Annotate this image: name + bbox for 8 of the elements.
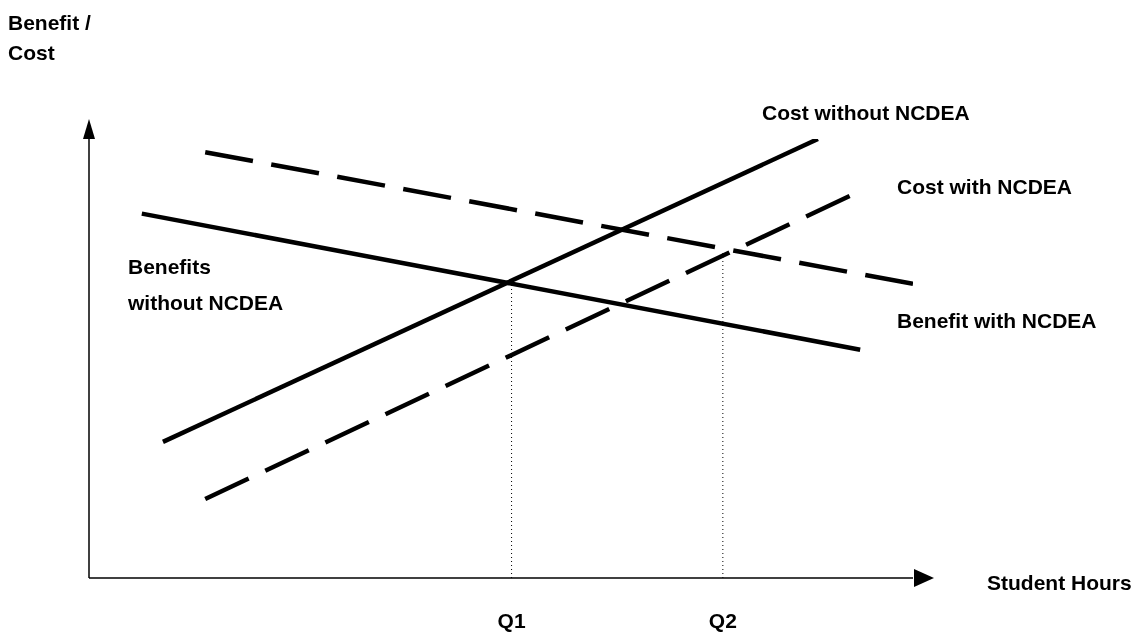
series-label: Benefit with NCDEA: [897, 309, 1097, 332]
series-label: Cost without NCDEA: [762, 101, 970, 124]
y-axis-title: Benefit / Cost: [8, 11, 92, 64]
series-label: Benefits without NCDEA: [127, 255, 284, 314]
text: Cost with NCDEA: [897, 175, 1072, 198]
x-axis-title: Student Hours: [987, 571, 1132, 594]
x-tick-label: Q1: [497, 609, 526, 632]
x-tick-label: Q2: [708, 609, 737, 632]
